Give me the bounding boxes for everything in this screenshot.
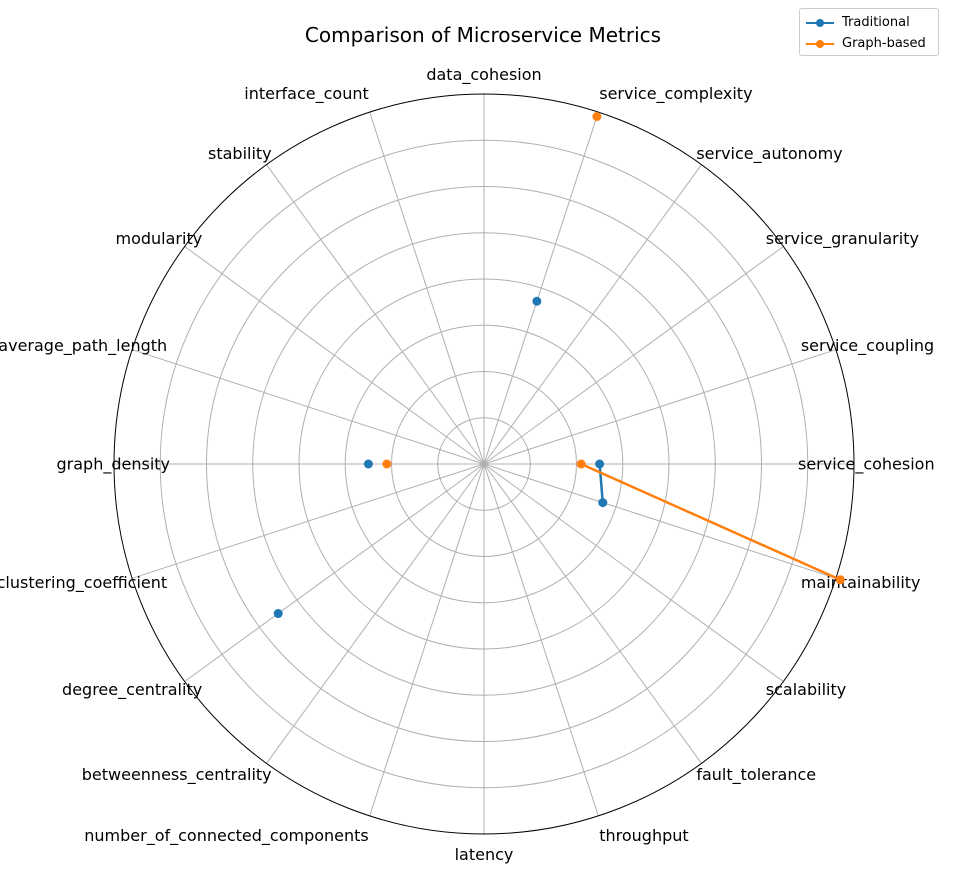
grid-spoke bbox=[483, 246, 784, 465]
grid-spoke bbox=[131, 349, 485, 465]
data-point-graph-based-service-complexity bbox=[592, 112, 602, 122]
series-traditional bbox=[273, 296, 608, 619]
legend-label-traditional: Traditional bbox=[842, 15, 910, 30]
grid-spoke bbox=[483, 111, 599, 465]
axis-label-service-complexity: service_complexity bbox=[599, 84, 752, 104]
data-point-graph-based-graph-density bbox=[382, 459, 392, 469]
axis-label-service-cohesion: service_cohesion bbox=[798, 455, 935, 475]
axis-label-betweenness-centrality: betweenness_centrality bbox=[82, 765, 272, 785]
legend-swatch-graph-based bbox=[806, 37, 834, 51]
axis-label-graph-density: graph_density bbox=[57, 455, 171, 475]
grid-spoke bbox=[131, 463, 485, 579]
series-line-graph-based bbox=[580, 462, 841, 581]
grid-spoke bbox=[483, 463, 702, 764]
legend-swatch-traditional bbox=[806, 16, 834, 30]
grid-spoke bbox=[483, 463, 837, 579]
grid-spoke bbox=[266, 164, 485, 465]
axis-labels: service_cohesion service_coupling service_… bbox=[0, 65, 935, 864]
data-point-traditional-service-complexity bbox=[532, 296, 542, 306]
chart-title: Comparison of Microservice Metrics bbox=[305, 23, 661, 47]
series-layer bbox=[273, 112, 845, 619]
radar-grid bbox=[113, 93, 855, 835]
grid-spoke bbox=[184, 246, 485, 465]
axis-label-modularity: modularity bbox=[116, 229, 203, 248]
axis-label-degree-centrality: degree_centrality bbox=[62, 680, 202, 700]
data-point-traditional-maintainability bbox=[598, 498, 608, 508]
axis-label-latency: latency bbox=[455, 845, 514, 864]
data-point-graph-based-service-cohesion bbox=[576, 459, 586, 469]
data-point-traditional-degree-centrality bbox=[273, 609, 283, 619]
series-line-traditional bbox=[598, 463, 605, 503]
data-point-traditional-graph-density bbox=[363, 459, 373, 469]
axis-label-interface-count: interface_count bbox=[244, 84, 369, 104]
axis-label-fault-tolerance: fault_tolerance bbox=[696, 765, 816, 785]
legend-label-graph-based: Graph-based bbox=[842, 36, 926, 51]
axis-label-service-granularity: service_granularity bbox=[766, 229, 919, 249]
axis-label-clustering-coefficient: clustering_coefficient bbox=[0, 573, 167, 593]
grid-spoke bbox=[483, 164, 702, 465]
legend-item-traditional: Traditional bbox=[806, 12, 932, 33]
series-graph-based bbox=[382, 112, 845, 585]
grid-spoke bbox=[184, 463, 485, 682]
axis-label-maintainability: maintainability bbox=[801, 573, 921, 592]
axis-label-number-of-connected-components: number_of_connected_components bbox=[84, 826, 369, 846]
radar-frame bbox=[113, 93, 855, 835]
axis-label-stability: stability bbox=[208, 144, 272, 163]
axis-label-data-cohesion: data_cohesion bbox=[426, 65, 541, 85]
grid-spoke bbox=[483, 463, 784, 682]
grid-spoke bbox=[483, 463, 599, 817]
axis-label-throughput: throughput bbox=[599, 826, 688, 845]
axis-label-average-path-length: average_path_length bbox=[0, 336, 167, 356]
grid-spoke bbox=[369, 463, 485, 817]
legend-item-graph-based: Graph-based bbox=[806, 33, 932, 54]
data-point-traditional-service-cohesion bbox=[595, 459, 605, 469]
grid-spoke bbox=[266, 463, 485, 764]
data-point-graph-based-maintainability bbox=[835, 575, 845, 585]
grid-spoke bbox=[369, 111, 485, 465]
axis-label-service-autonomy: service_autonomy bbox=[696, 144, 842, 164]
legend: Traditional Graph-based bbox=[799, 8, 939, 56]
axis-label-service-coupling: service_coupling bbox=[801, 336, 934, 356]
grid-spoke bbox=[483, 349, 837, 465]
axis-label-scalability: scalability bbox=[766, 680, 846, 699]
